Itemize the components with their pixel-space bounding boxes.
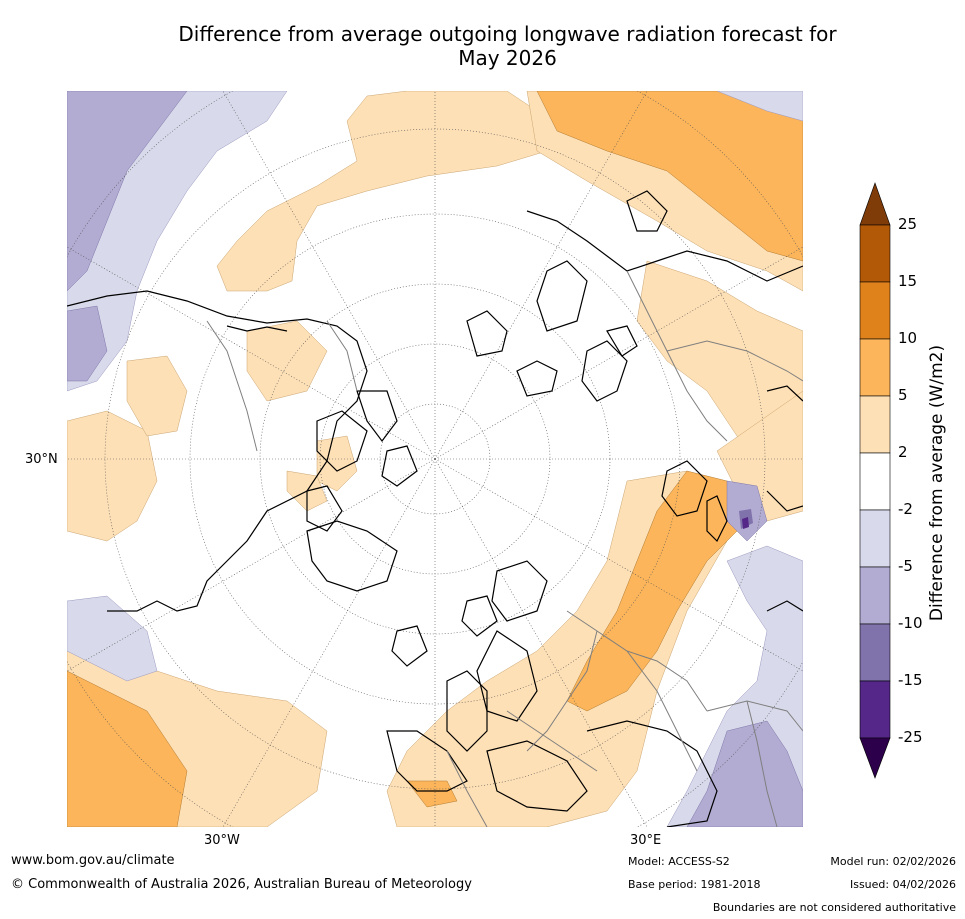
colorbar-tick-label: 15: [898, 272, 918, 290]
colorbar-segment: [859, 224, 891, 283]
colorbar-segment: [859, 680, 891, 739]
colorbar-tick-label: 10: [898, 329, 918, 347]
anomaly-map: [67, 91, 803, 827]
anomaly-minus10-to-minus25-spots: [739, 509, 753, 529]
colorbar-tick-label: -15: [898, 671, 923, 689]
lat-tick-30n: 30°N: [25, 452, 58, 467]
model-run-text: Model run: 02/02/2026: [830, 855, 956, 868]
colorbar-segment: [859, 338, 891, 397]
colorbar-segment: [859, 395, 891, 454]
colorbar-extend-low: [859, 737, 891, 779]
lon-tick-30e: 30°E: [630, 833, 662, 848]
colorbar-title: Difference from average (W/m2): [927, 344, 947, 622]
colorbar-tick-label: 25: [898, 215, 918, 233]
colorbar-tick-label: -2: [898, 500, 913, 518]
anomaly-5-to-10-regions: [67, 91, 803, 827]
colorbar-segment: [859, 281, 891, 340]
graticule: [67, 91, 803, 827]
colorbar-segment: [859, 452, 891, 511]
colorbar-tick-label: -25: [898, 728, 923, 746]
colorbar-tick-label: -5: [898, 557, 913, 575]
coastlines: [67, 190, 803, 827]
copyright-text: © Commonwealth of Australia 2026, Austra…: [11, 877, 472, 892]
model-text: Model: ACCESS-S2: [628, 855, 730, 868]
country-borders: [206, 270, 803, 827]
chart-title: Difference from average outgoing longwav…: [60, 22, 955, 70]
colorbar-tick-label: -10: [898, 614, 923, 632]
title-line-1: Difference from average outgoing longwav…: [178, 22, 837, 46]
website-link[interactable]: www.bom.gov.au/climate: [11, 853, 175, 868]
lon-tick-30w: 30°W: [204, 833, 240, 848]
base-period-text: Base period: 1981-2018: [628, 878, 761, 891]
colorbar-extend-high: [859, 182, 891, 226]
colorbar-segment: [859, 509, 891, 568]
colorbar-segment: [859, 623, 891, 682]
disclaimer-text: Boundaries are not considered authoritat…: [712, 901, 956, 914]
colorbar: [859, 182, 891, 779]
colorbar-tick-label: 5: [898, 386, 908, 404]
title-line-2: May 2026: [458, 46, 557, 70]
colorbar-tick-label: 2: [898, 443, 908, 461]
colorbar-segment: [859, 566, 891, 625]
issued-text: Issued: 04/02/2026: [849, 878, 956, 891]
